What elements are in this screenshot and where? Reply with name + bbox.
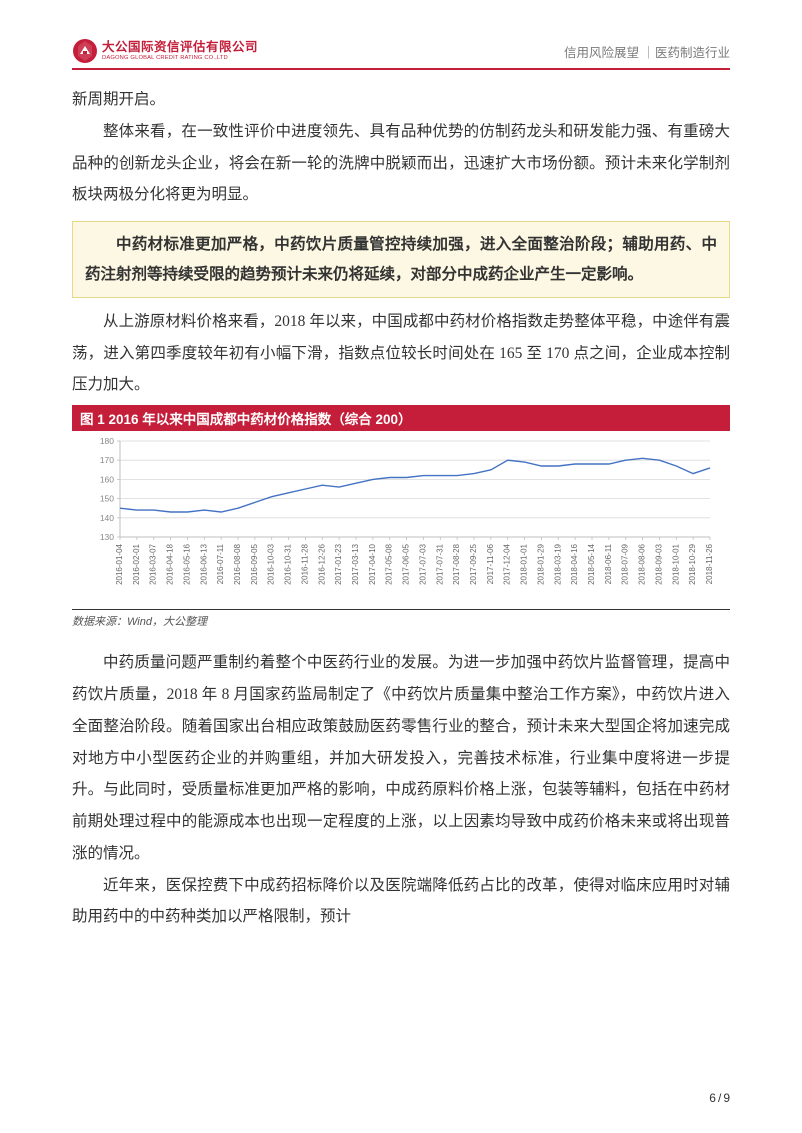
svg-text:2016-07-11: 2016-07-11	[216, 544, 225, 585]
svg-text:2017-07-03: 2017-07-03	[418, 544, 427, 585]
svg-text:2016-09-05: 2016-09-05	[250, 544, 259, 585]
svg-text:2016-08-08: 2016-08-08	[233, 544, 242, 585]
svg-text:2016-10-03: 2016-10-03	[267, 544, 276, 585]
svg-text:2017-04-10: 2017-04-10	[368, 544, 377, 585]
svg-text:2018-07-09: 2018-07-09	[621, 544, 630, 585]
svg-text:2018-01-01: 2018-01-01	[520, 544, 529, 585]
company-logo-icon	[72, 38, 98, 64]
svg-text:2017-09-25: 2017-09-25	[469, 544, 478, 585]
body-text-2: 从上游原材料价格来看，2018 年以来，中国成都中药材价格指数走势整体平稳，中途…	[72, 306, 730, 401]
svg-text:2016-01-04: 2016-01-04	[115, 544, 124, 585]
page-header: 大公国际资信评估有限公司 DAGONG GLOBAL CREDIT RATING…	[72, 38, 730, 70]
page-total: 9	[723, 1091, 730, 1105]
para-0: 新周期开启。	[72, 84, 730, 116]
highlight-box: 中药材标准更加严格，中药饮片质量管控持续加强，进入全面整治阶段；辅助用药、中药注…	[72, 221, 730, 298]
svg-text:2017-12-04: 2017-12-04	[503, 544, 512, 585]
svg-text:2017-05-08: 2017-05-08	[385, 544, 394, 585]
svg-text:2017-01-23: 2017-01-23	[334, 544, 343, 585]
figure-title: 图 1 2016 年以来中国成都中药材价格指数（综合 200）	[72, 405, 730, 431]
svg-text:2016-03-07: 2016-03-07	[149, 544, 158, 585]
svg-text:2018-05-14: 2018-05-14	[587, 544, 596, 585]
svg-text:2017-03-13: 2017-03-13	[351, 544, 360, 585]
para-1: 整体来看，在一致性评价中进度领先、具有品种优势的仿制药龙头和研发能力强、有重磅大…	[72, 116, 730, 211]
company-name: 大公国际资信评估有限公司 DAGONG GLOBAL CREDIT RATING…	[102, 41, 258, 60]
svg-text:2018-09-03: 2018-09-03	[654, 544, 663, 585]
svg-text:2018-10-01: 2018-10-01	[671, 544, 680, 585]
svg-text:2018-06-11: 2018-06-11	[604, 544, 613, 585]
svg-text:170: 170	[100, 455, 114, 465]
svg-text:160: 160	[100, 475, 114, 485]
body-text: 新周期开启。 整体来看，在一致性评价中进度领先、具有品种优势的仿制药龙头和研发能…	[72, 84, 730, 211]
svg-text:130: 130	[100, 532, 114, 542]
svg-text:2016-11-28: 2016-11-28	[300, 544, 309, 585]
svg-text:2016-12-26: 2016-12-26	[317, 544, 326, 585]
para-4: 近年来，医保控费下中成药招标降价以及医院端降低药占比的改革，使得对临床应用时对辅…	[72, 870, 730, 934]
highlight-text: 中药材标准更加严格，中药饮片质量管控持续加强，进入全面整治阶段；辅助用药、中药注…	[85, 230, 717, 289]
svg-text:2017-06-05: 2017-06-05	[402, 544, 411, 585]
svg-text:2018-01-29: 2018-01-29	[536, 544, 545, 585]
body-text-3: 中药质量问题严重制约着整个中医药行业的发展。为进一步加强中药饮片监督管理，提高中…	[72, 647, 730, 933]
svg-text:2016-06-13: 2016-06-13	[199, 544, 208, 585]
price-index-chart: 130 140 150 160 170 180 2016-01-04 2016-02-01 20…	[72, 431, 730, 609]
svg-text:2018-11-26: 2018-11-26	[705, 544, 714, 585]
page-footer: 6/9	[709, 1091, 730, 1105]
svg-text:2016-04-18: 2016-04-18	[166, 544, 175, 585]
svg-text:2018-10-29: 2018-10-29	[688, 544, 697, 585]
svg-text:180: 180	[100, 436, 114, 446]
svg-text:2017-11-06: 2017-11-06	[486, 544, 495, 585]
svg-text:2018-08-06: 2018-08-06	[638, 544, 647, 585]
company-name-cn: 大公国际资信评估有限公司	[102, 41, 258, 54]
logo-block: 大公国际资信评估有限公司 DAGONG GLOBAL CREDIT RATING…	[72, 38, 258, 64]
figure-source: 数据来源：Wind，大公整理	[72, 609, 730, 629]
svg-text:2016-02-01: 2016-02-01	[132, 544, 141, 585]
svg-text:2017-07-31: 2017-07-31	[435, 544, 444, 585]
svg-text:2018-03-19: 2018-03-19	[553, 544, 562, 585]
page-number: 6	[709, 1091, 716, 1105]
company-name-en: DAGONG GLOBAL CREDIT RATING CO.,LTD	[102, 55, 258, 61]
svg-text:140: 140	[100, 513, 114, 523]
para-3: 中药质量问题严重制约着整个中医药行业的发展。为进一步加强中药饮片监督管理，提高中…	[72, 647, 730, 869]
svg-text:150: 150	[100, 494, 114, 504]
svg-text:2017-08-28: 2017-08-28	[452, 544, 461, 585]
svg-text:2018-04-16: 2018-04-16	[570, 544, 579, 585]
svg-text:2016-10-31: 2016-10-31	[284, 544, 293, 585]
para-2: 从上游原材料价格来看，2018 年以来，中国成都中药材价格指数走势整体平稳，中途…	[72, 306, 730, 401]
header-breadcrumb: 信用风险展望 ｜医药制造行业	[564, 42, 730, 61]
svg-text:2016-05-16: 2016-05-16	[182, 544, 191, 585]
